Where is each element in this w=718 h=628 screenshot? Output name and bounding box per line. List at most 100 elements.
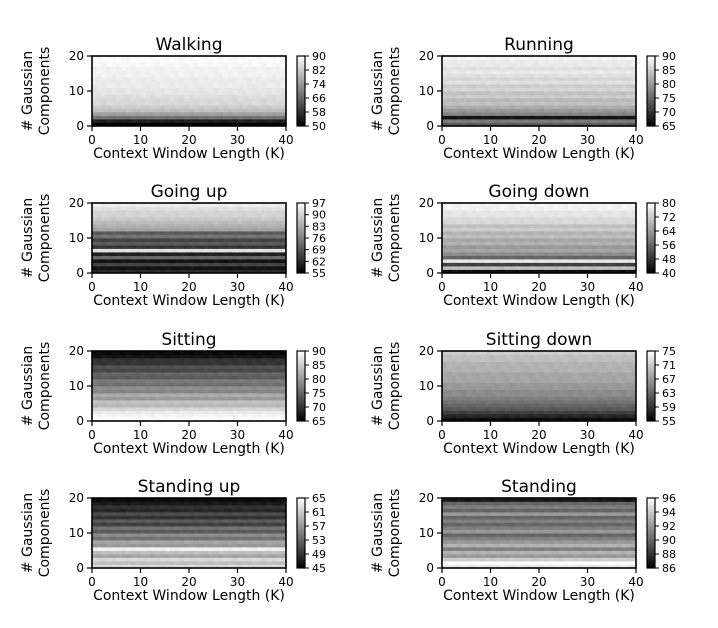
heatmap-cell <box>500 63 506 67</box>
heatmap-cell <box>456 59 462 64</box>
heatmap-cell <box>125 213 132 218</box>
heatmap-cell <box>587 84 593 88</box>
heatmap-cell <box>577 70 584 74</box>
heatmap-cell <box>92 84 98 88</box>
heatmap-cell <box>611 77 617 81</box>
heatmap-cell <box>597 379 603 383</box>
heatmap-cell <box>480 227 487 232</box>
heatmap-cell <box>548 203 554 207</box>
heatmap-cell <box>442 203 448 207</box>
heatmap-cell <box>101 224 107 228</box>
heatmap-cell <box>145 351 151 355</box>
heatmap-cell <box>111 262 117 267</box>
heatmap-cell <box>222 266 229 270</box>
x-tick-label: 30 <box>580 133 595 147</box>
heatmap-cell <box>592 231 598 235</box>
heatmap-cell <box>563 227 569 232</box>
heatmap-cell <box>145 379 151 383</box>
heatmap-cell <box>529 358 535 362</box>
heatmap-cell <box>446 354 453 359</box>
heatmap-cell <box>203 382 209 387</box>
heatmap-cell <box>514 252 520 256</box>
heatmap-cell <box>611 217 617 221</box>
heatmap-cell <box>572 77 579 81</box>
y-axis-label: # GaussianComponents <box>20 47 53 136</box>
heatmap-cell <box>582 379 588 383</box>
heatmap-cell <box>106 400 112 404</box>
heatmap-cell <box>208 80 214 85</box>
heatmap-cell <box>592 66 598 71</box>
heatmap-cell <box>631 241 637 246</box>
heatmap-cell <box>451 393 457 397</box>
heatmap-cell <box>276 73 282 78</box>
heatmap-cell <box>611 213 617 218</box>
heatmap-cell <box>276 87 282 92</box>
heatmap-cell <box>130 403 137 408</box>
heatmap-cell <box>266 56 272 60</box>
heatmap-cell <box>519 259 525 263</box>
heatmap-cell <box>159 372 166 376</box>
colorbar-tick-label: 69 <box>312 244 326 257</box>
heatmap-cell <box>505 386 511 390</box>
heatmap-cell <box>553 224 559 228</box>
heatmap-cell <box>252 238 258 242</box>
heatmap-cell <box>471 379 477 383</box>
heatmap-cell <box>164 108 170 113</box>
heatmap-cell <box>592 365 598 369</box>
heatmap-cell <box>164 122 170 127</box>
heatmap-cell <box>179 66 185 71</box>
heatmap-cell <box>189 396 195 401</box>
heatmap-cell <box>116 84 122 88</box>
heatmap-cell <box>461 119 467 123</box>
heatmap-cell <box>505 105 511 109</box>
heatmap-cell <box>563 105 569 109</box>
heatmap-cell <box>485 115 491 120</box>
heatmap-cell <box>577 372 584 376</box>
heatmap-cell <box>92 59 98 64</box>
heatmap-cell <box>519 206 525 211</box>
heatmap-cell <box>495 112 501 116</box>
heatmap-cell <box>276 77 282 81</box>
heatmap-cell <box>111 245 117 249</box>
heatmap-cell <box>164 379 170 383</box>
heatmap-cell <box>193 410 200 415</box>
heatmap-cell <box>242 108 248 113</box>
heatmap-cell <box>247 259 253 263</box>
heatmap-cell <box>611 368 617 373</box>
heatmap-cell <box>92 407 98 411</box>
heatmap-cell <box>242 91 248 95</box>
heatmap-cell <box>548 379 554 383</box>
heatmap-cell <box>621 382 627 387</box>
heatmap-cell <box>247 87 253 92</box>
heatmap-cell <box>111 56 117 60</box>
heatmap-cell <box>155 210 161 214</box>
heatmap-cell <box>543 407 550 411</box>
heatmap-cell <box>281 245 287 249</box>
heatmap-cell <box>179 248 185 253</box>
heatmap-cell <box>276 220 282 225</box>
heatmap-cell <box>500 98 506 102</box>
heatmap-cell <box>106 63 112 67</box>
heatmap-cell <box>145 220 151 225</box>
heatmap-cell <box>203 407 209 411</box>
heatmap-cell <box>539 84 545 88</box>
heatmap-cell <box>242 227 248 232</box>
heatmap-cell <box>155 351 161 355</box>
heatmap-cell <box>500 101 506 106</box>
heatmap-cell <box>524 379 530 383</box>
heatmap-cell <box>252 417 258 422</box>
heatmap-cell <box>548 389 554 394</box>
heatmap-cell <box>621 56 627 60</box>
heatmap-cell <box>252 206 258 211</box>
heatmap-cell <box>461 386 467 390</box>
heatmap-cell <box>534 354 540 359</box>
heatmap-cell <box>222 248 229 253</box>
heatmap-cell <box>281 115 287 120</box>
heatmap-cell <box>572 220 579 225</box>
heatmap-cell <box>92 368 98 373</box>
heatmap-cell <box>203 122 209 127</box>
heatmap-cell <box>218 252 224 256</box>
heatmap-cell <box>174 266 180 270</box>
heatmap-cell <box>198 80 204 85</box>
heatmap-cell <box>475 224 482 228</box>
